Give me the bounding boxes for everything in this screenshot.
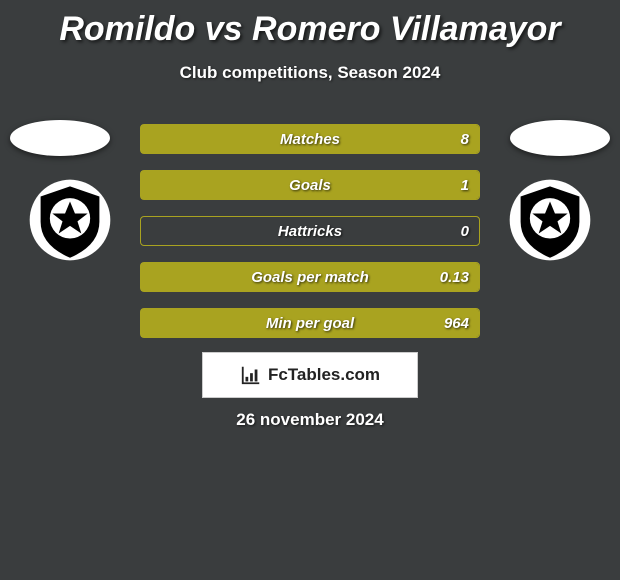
stats-panel: Matches8Goals1Hattricks0Goals per match0…: [140, 124, 480, 354]
stat-row: Min per goal964: [140, 308, 480, 338]
stat-value-right: 0.13: [440, 263, 469, 293]
right-flag-oval: [510, 120, 610, 156]
chart-icon: [240, 364, 262, 386]
left-flag-oval: [10, 120, 110, 156]
left-club-badge: [20, 178, 120, 262]
shield-star-icon: [20, 178, 120, 262]
stat-value-right: 0: [461, 217, 469, 247]
stat-label: Min per goal: [141, 309, 479, 339]
subtitle: Club competitions, Season 2024: [0, 63, 620, 83]
stat-row: Goals1: [140, 170, 480, 200]
stat-label: Goals: [141, 171, 479, 201]
fctables-text: FcTables.com: [268, 365, 380, 385]
stat-label: Goals per match: [141, 263, 479, 293]
shield-star-icon: [500, 178, 600, 262]
stat-row: Hattricks0: [140, 216, 480, 246]
stat-value-right: 8: [461, 125, 469, 155]
stat-value-right: 1: [461, 171, 469, 201]
fctables-logo[interactable]: FcTables.com: [202, 352, 418, 398]
right-club-badge: [500, 178, 600, 262]
stat-row: Goals per match0.13: [140, 262, 480, 292]
page-title: Romildo vs Romero Villamayor: [0, 0, 620, 49]
footer-date: 26 november 2024: [0, 410, 620, 430]
stat-label: Matches: [141, 125, 479, 155]
stat-row: Matches8: [140, 124, 480, 154]
stat-label: Hattricks: [141, 217, 479, 247]
stat-value-right: 964: [444, 309, 469, 339]
